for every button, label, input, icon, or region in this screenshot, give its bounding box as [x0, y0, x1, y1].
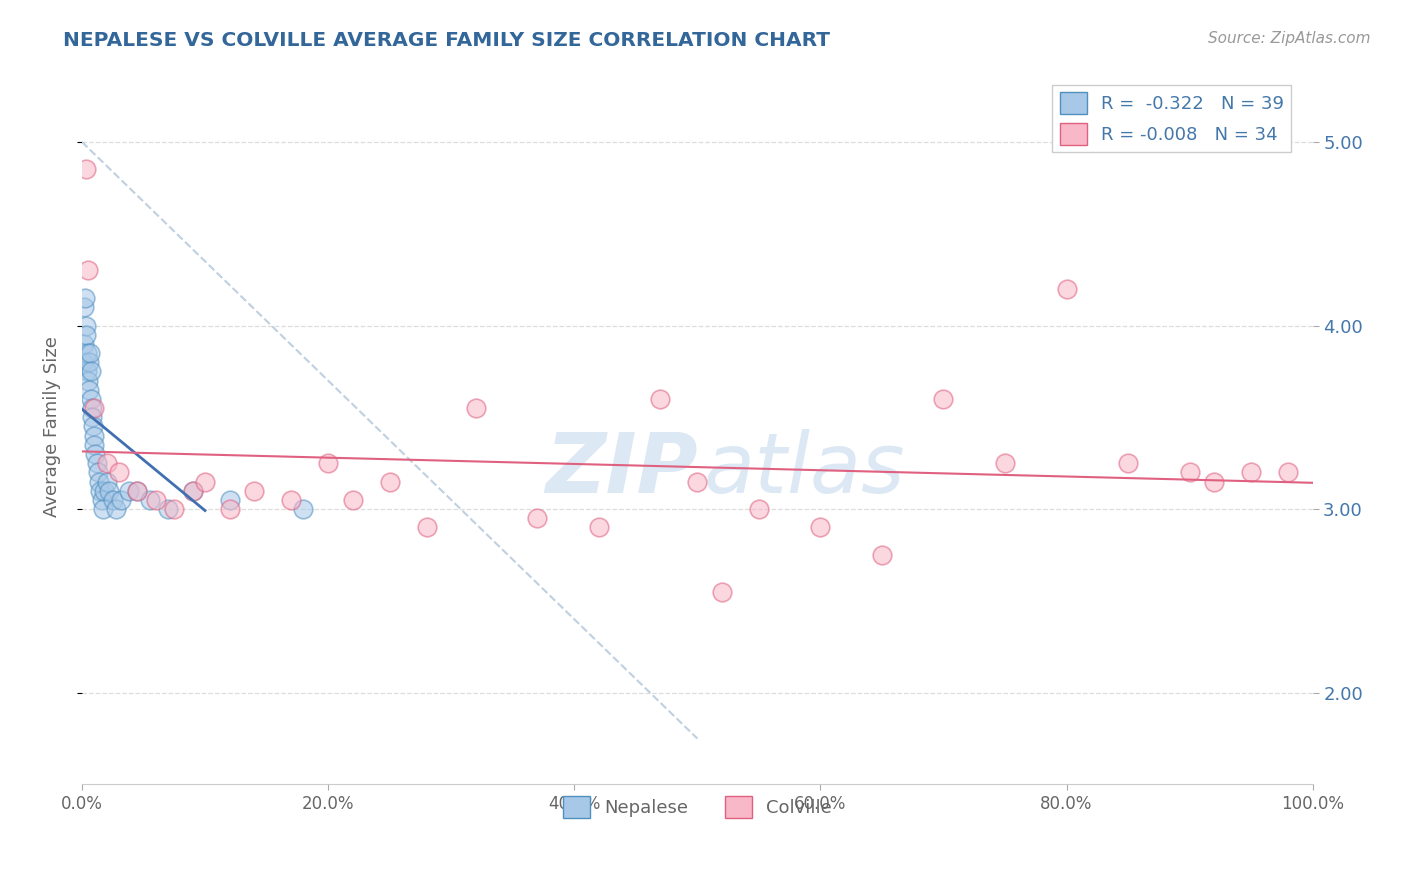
Point: [76, 364, 98, 378]
Point: [77, 263, 100, 277]
Point: [77, 374, 100, 388]
Point: [108, 466, 131, 480]
Y-axis label: Average Family Size: Average Family Size: [44, 336, 60, 516]
Point: [75, 327, 97, 342]
Point: [110, 492, 132, 507]
Point: [316, 456, 339, 470]
Point: [378, 475, 401, 489]
Point: [87, 466, 110, 480]
Point: [810, 520, 832, 534]
Point: [1116, 456, 1139, 470]
Point: [1240, 466, 1263, 480]
Point: [89, 475, 111, 489]
Point: [194, 475, 217, 489]
Point: [105, 502, 128, 516]
Point: [82, 410, 104, 425]
Point: [83, 428, 105, 442]
Point: [686, 475, 709, 489]
Point: [181, 483, 204, 498]
Point: [73, 337, 96, 351]
Point: [415, 520, 437, 534]
Text: Source: ZipAtlas.com: Source: ZipAtlas.com: [1208, 31, 1371, 46]
Point: [77, 383, 100, 397]
Point: [994, 456, 1017, 470]
Point: [96, 475, 118, 489]
Point: [98, 483, 121, 498]
Point: [73, 291, 96, 305]
Point: [163, 502, 186, 516]
Point: [1178, 466, 1201, 480]
Point: [181, 483, 204, 498]
Point: [80, 392, 103, 406]
Point: [93, 483, 115, 498]
Point: [932, 392, 955, 406]
Point: [280, 492, 302, 507]
Point: [84, 447, 107, 461]
Point: [76, 346, 98, 360]
Point: [588, 520, 610, 534]
Point: [145, 492, 167, 507]
Point: [127, 483, 149, 498]
Point: [86, 456, 108, 470]
Legend: Nepalese, Colville: Nepalese, Colville: [555, 789, 839, 825]
Point: [82, 419, 104, 434]
Point: [83, 438, 105, 452]
Point: [292, 502, 315, 516]
Point: [118, 483, 141, 498]
Point: [79, 364, 101, 378]
Point: [75, 318, 97, 333]
Point: [748, 502, 770, 516]
Point: [89, 483, 111, 498]
Point: [79, 355, 101, 369]
Point: [80, 401, 103, 416]
Point: [79, 346, 101, 360]
Point: [342, 492, 364, 507]
Point: [526, 511, 548, 525]
Point: [83, 401, 105, 416]
Point: [138, 492, 160, 507]
Point: [464, 401, 486, 416]
Point: [1277, 466, 1299, 480]
Point: [870, 548, 893, 562]
Point: [75, 162, 97, 177]
Point: [90, 492, 112, 507]
Point: [1056, 282, 1078, 296]
Point: [127, 483, 149, 498]
Point: [218, 492, 240, 507]
Point: [72, 355, 94, 369]
Point: [650, 392, 672, 406]
Point: [218, 502, 240, 516]
Text: atlas: atlas: [703, 429, 905, 510]
Point: [243, 483, 266, 498]
Point: [710, 584, 733, 599]
Point: [1204, 475, 1226, 489]
Point: [91, 502, 114, 516]
Point: [96, 456, 118, 470]
Text: ZIP: ZIP: [544, 429, 697, 510]
Text: NEPALESE VS COLVILLE AVERAGE FAMILY SIZE CORRELATION CHART: NEPALESE VS COLVILLE AVERAGE FAMILY SIZE…: [63, 31, 831, 50]
Point: [157, 502, 180, 516]
Point: [101, 492, 124, 507]
Point: [73, 300, 96, 314]
